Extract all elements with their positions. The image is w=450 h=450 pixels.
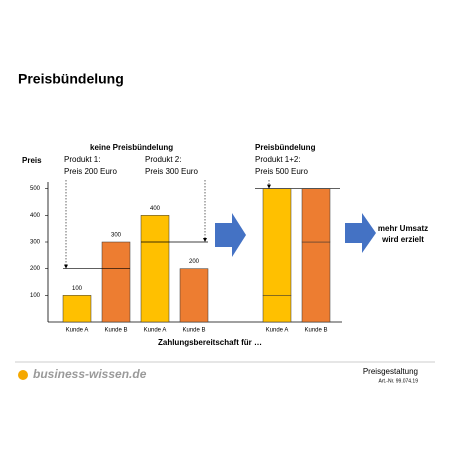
y-tick-label: 300 (30, 240, 41, 246)
group-heading: keine Preisbündelung (90, 143, 173, 152)
value-label: 100 (72, 286, 83, 292)
y-tick-label: 100 (30, 293, 41, 299)
offer-text: Produkt 1+2: (255, 155, 301, 164)
footer-topic: Preisgestaltung (363, 367, 418, 376)
offer-text: Preis 200 Euro (64, 167, 117, 176)
bar-segment (140, 215, 170, 323)
bar-segment (301, 241, 331, 323)
arrow (215, 213, 246, 257)
value-label: 200 (189, 259, 200, 265)
y-tick-label: 200 (30, 266, 41, 272)
bar-segment (301, 188, 331, 243)
y-axis-label: Preis (22, 156, 42, 165)
y-tick-label: 400 (30, 213, 41, 219)
bar-segment (262, 188, 292, 296)
bar-segment (262, 295, 292, 323)
x-tick-label: Kunde A (66, 328, 89, 334)
x-tick-label: Kunde A (266, 328, 289, 334)
x-tick-label: Kunde B (182, 328, 205, 334)
y-tick-label: 500 (30, 186, 41, 192)
group-heading: Preisbündelung (255, 143, 316, 152)
arrow (345, 213, 376, 253)
bar-segment (62, 295, 92, 323)
pointer-head (64, 264, 68, 269)
brand: business-wissen.de (33, 367, 147, 381)
pointer-head (267, 184, 271, 189)
value-label: 400 (150, 206, 161, 212)
brand-dot (18, 370, 28, 380)
x-tick-label: Kunde B (304, 328, 327, 334)
conclusion: wird erzielt (381, 235, 424, 244)
offer-text: Preis 500 Euro (255, 167, 308, 176)
footer-article: Art.-Nr. 99.074.19 (379, 378, 419, 384)
x-tick-label: Kunde A (144, 328, 167, 334)
value-label: 300 (111, 233, 122, 239)
x-tick-label: Kunde B (104, 328, 127, 334)
pointer-head (203, 238, 207, 242)
bar-segment (101, 241, 131, 323)
conclusion: mehr Umsatz (378, 224, 428, 233)
offer-text: Preis 300 Euro (145, 167, 198, 176)
slide-title: Preisbündelung (18, 71, 124, 87)
offer-text: Produkt 2: (145, 155, 181, 164)
offer-text: Produkt 1: (64, 155, 100, 164)
x-axis-label: Zahlungsbereitschaft für … (158, 338, 262, 347)
bar-segment (179, 268, 209, 323)
